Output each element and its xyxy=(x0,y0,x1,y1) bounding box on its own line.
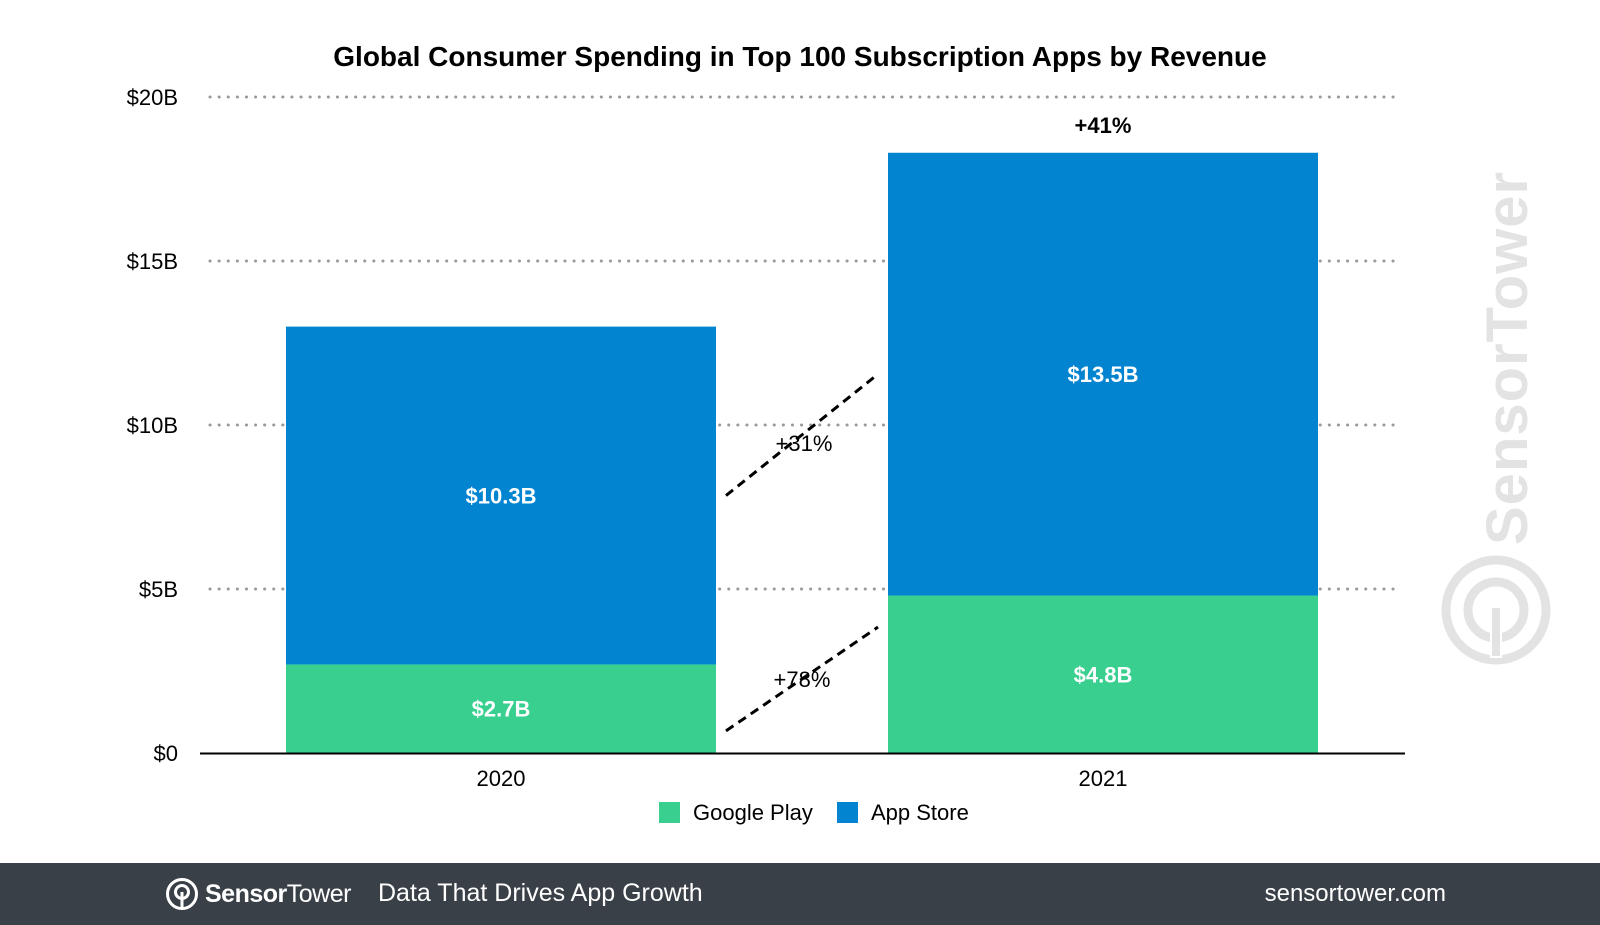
footer-website-link[interactable]: sensortower.com xyxy=(1264,880,1446,907)
brand-name: SensorTower xyxy=(205,880,351,909)
watermark: SensorTower xyxy=(1436,171,1566,670)
legend-label: Google Play xyxy=(693,800,813,825)
sensortower-watermark-logo-icon xyxy=(1441,555,1551,665)
footer: SensorTower Data That Drives App Growth … xyxy=(0,863,1600,925)
footer-brand[interactable]: SensorTower xyxy=(165,877,351,911)
app-store-growth-label: +31% xyxy=(776,431,833,456)
legend-swatch-app-store xyxy=(837,802,858,823)
chart-title: Global Consumer Spending in Top 100 Subs… xyxy=(333,41,1266,72)
footer-tagline: Data That Drives App Growth xyxy=(378,879,703,907)
bar-app-store-2020 xyxy=(286,326,716,665)
legend-label: App Store xyxy=(871,800,969,825)
y-tick-label: $20B xyxy=(127,85,178,110)
x-axis-ticks: 2020 2021 xyxy=(477,766,1128,791)
bar-google-play-2020 xyxy=(286,664,716,753)
y-tick-label: $10B xyxy=(127,413,178,438)
data-label: $4.8B xyxy=(1074,662,1133,687)
legend: Google Play App Store xyxy=(659,800,969,825)
y-tick-label: $15B xyxy=(127,249,178,274)
y-axis-ticks: $0 $5B $10B $15B $20B xyxy=(127,85,178,766)
google-play-growth-connector xyxy=(725,625,879,733)
y-tick-label: $5B xyxy=(139,577,178,602)
x-tick-label: 2020 xyxy=(477,766,526,791)
bar-google-play-2021 xyxy=(888,595,1318,753)
data-label: $2.7B xyxy=(472,697,531,722)
total-growth-label: +41% xyxy=(1075,113,1132,138)
bar-app-store-2021 xyxy=(888,152,1318,596)
x-tick-label: 2021 xyxy=(1079,766,1128,791)
data-label: $10.3B xyxy=(466,484,537,509)
google-play-growth-label: +78% xyxy=(774,667,831,692)
sensortower-logo-icon xyxy=(166,878,198,910)
data-label: $13.5B xyxy=(1068,362,1139,387)
brand-bold: Sensor xyxy=(205,879,287,908)
watermark-text: SensorTower xyxy=(1475,170,1540,545)
brand-light: Tower xyxy=(286,879,352,908)
y-tick-label: $0 xyxy=(154,741,178,766)
legend-swatch-google-play xyxy=(659,802,680,823)
chart: $0 $5B $10B $15B $20B $2.7B $10.3B $4.8B $13.5B… xyxy=(127,41,1405,825)
app-store-growth-connector xyxy=(725,372,879,497)
bars: $2.7B $10.3B $4.8B $13.5B xyxy=(286,152,1318,753)
growth-annotations: +41% +31% +78% xyxy=(725,113,1132,733)
